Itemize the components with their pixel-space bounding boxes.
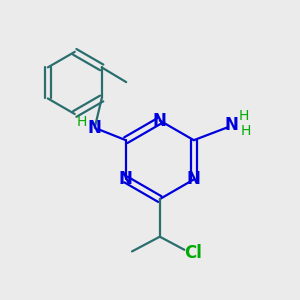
Text: Cl: Cl	[184, 244, 202, 262]
Text: H: H	[241, 124, 251, 138]
Text: N: N	[224, 116, 239, 134]
Text: N: N	[187, 170, 201, 188]
Text: N: N	[153, 112, 167, 130]
Text: N: N	[88, 119, 102, 137]
Text: H: H	[239, 109, 249, 123]
Text: H: H	[77, 115, 88, 129]
Text: N: N	[119, 170, 133, 188]
